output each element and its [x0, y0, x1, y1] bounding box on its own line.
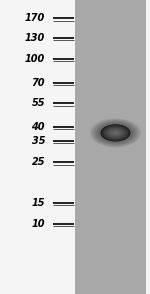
- Ellipse shape: [105, 127, 126, 139]
- Ellipse shape: [101, 125, 130, 141]
- Ellipse shape: [108, 128, 123, 137]
- Ellipse shape: [112, 131, 119, 135]
- Ellipse shape: [110, 130, 121, 136]
- Ellipse shape: [102, 126, 129, 140]
- Ellipse shape: [92, 120, 139, 146]
- Ellipse shape: [93, 120, 138, 146]
- Text: 70: 70: [32, 78, 45, 88]
- Ellipse shape: [90, 118, 141, 148]
- Ellipse shape: [105, 127, 126, 138]
- Ellipse shape: [100, 124, 130, 141]
- Ellipse shape: [100, 124, 131, 142]
- Ellipse shape: [102, 125, 129, 141]
- Ellipse shape: [114, 132, 117, 134]
- Ellipse shape: [111, 130, 120, 136]
- Ellipse shape: [111, 130, 120, 136]
- Ellipse shape: [113, 131, 118, 134]
- Ellipse shape: [95, 121, 136, 144]
- Ellipse shape: [103, 126, 128, 140]
- Text: 170: 170: [25, 13, 45, 23]
- Ellipse shape: [109, 129, 122, 137]
- Text: 100: 100: [25, 54, 45, 64]
- Ellipse shape: [106, 128, 124, 138]
- Text: 55: 55: [32, 98, 45, 108]
- Bar: [146, 0, 150, 294]
- Text: 35: 35: [32, 136, 45, 146]
- Ellipse shape: [106, 128, 125, 138]
- Ellipse shape: [104, 126, 127, 139]
- Ellipse shape: [103, 126, 127, 140]
- Ellipse shape: [114, 132, 117, 134]
- Ellipse shape: [94, 121, 137, 145]
- Text: 130: 130: [25, 33, 45, 43]
- Ellipse shape: [97, 122, 134, 143]
- Bar: [0, 0, 75, 294]
- Text: 10: 10: [32, 219, 45, 229]
- Ellipse shape: [110, 129, 122, 136]
- Ellipse shape: [114, 132, 117, 133]
- Text: 15: 15: [32, 198, 45, 208]
- Ellipse shape: [102, 125, 129, 141]
- Bar: [75, 0, 150, 294]
- Ellipse shape: [108, 129, 123, 137]
- Ellipse shape: [111, 131, 120, 135]
- Ellipse shape: [107, 128, 124, 138]
- Ellipse shape: [108, 128, 123, 137]
- Ellipse shape: [98, 123, 133, 143]
- Ellipse shape: [91, 119, 140, 147]
- Ellipse shape: [96, 122, 135, 144]
- Ellipse shape: [99, 123, 132, 142]
- Ellipse shape: [92, 119, 140, 146]
- Ellipse shape: [112, 131, 118, 135]
- Ellipse shape: [105, 127, 126, 139]
- Text: 25: 25: [32, 157, 45, 167]
- Text: 40: 40: [32, 122, 45, 132]
